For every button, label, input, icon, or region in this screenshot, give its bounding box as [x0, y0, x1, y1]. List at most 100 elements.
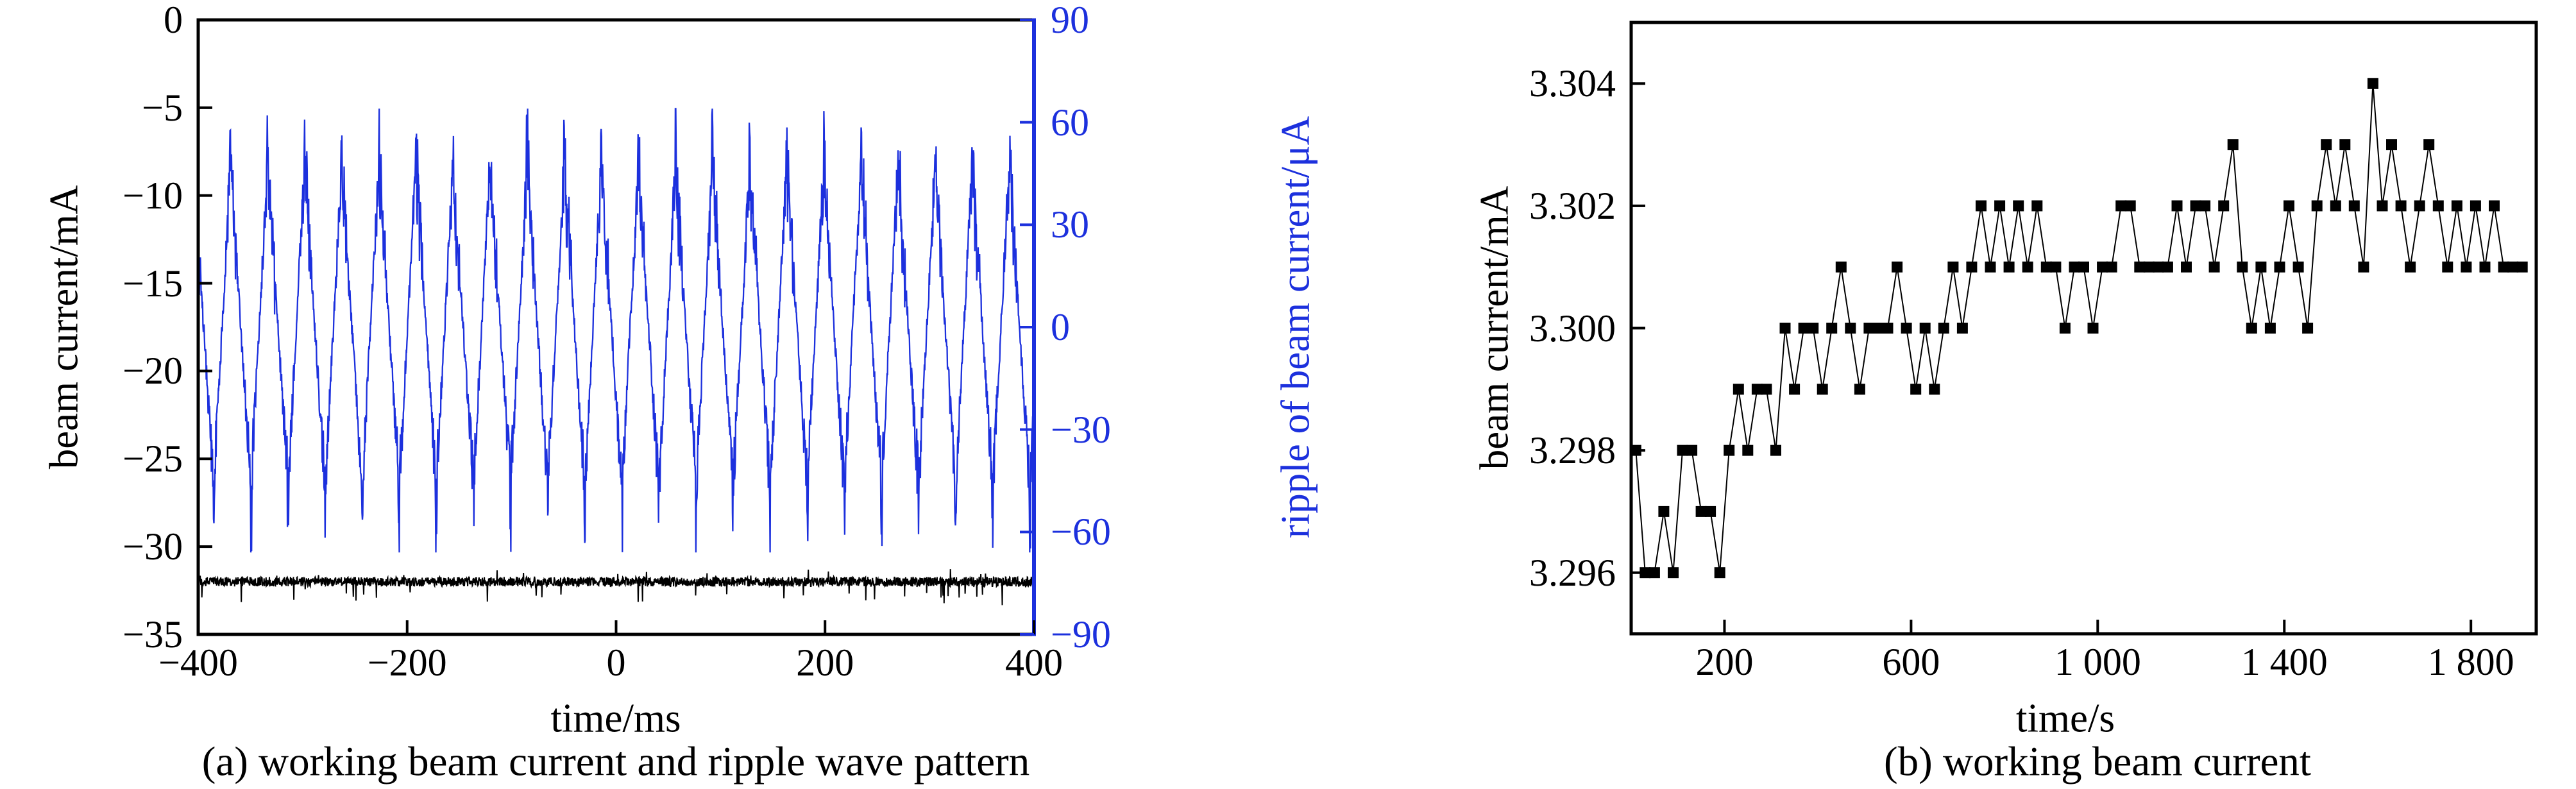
beam-current-marker: [2311, 200, 2323, 212]
chart-a-xtick-label: −400: [158, 641, 238, 684]
beam-current-marker: [2237, 261, 2248, 273]
chart-a-ytick-label: −5: [142, 86, 183, 129]
chart-a-right-ytick-label: −90: [1051, 613, 1111, 656]
beam-current-marker: [1854, 384, 1865, 395]
beam-current-marker: [1929, 384, 1940, 395]
beam-current-marker: [1695, 505, 1707, 517]
beam-current-marker: [2059, 323, 2071, 334]
beam-current-marker: [1910, 384, 1922, 395]
beam-current-marker: [1892, 261, 1903, 273]
beam-current-marker: [1705, 505, 1716, 517]
beam-current-trace: [198, 569, 1035, 606]
beam-current-marker: [1817, 384, 1828, 395]
beam-current-marker: [2264, 323, 2276, 334]
beam-current-marker: [1677, 445, 1688, 456]
beam-current-marker: [1658, 505, 1670, 517]
chart-b-ytick-label: 3.304: [1529, 62, 1616, 105]
beam-current-marker: [2124, 200, 2136, 212]
ripple-waveform: [197, 108, 1035, 553]
beam-current-marker: [2479, 261, 2491, 273]
beam-current-marker: [1966, 261, 1978, 273]
beam-current-marker: [1947, 261, 1959, 273]
chart-b-xtick-label: 1 000: [2054, 641, 2141, 683]
beam-current-marker: [2321, 139, 2332, 151]
beam-current-marker: [1826, 323, 1838, 334]
beam-current-marker: [1761, 384, 1772, 395]
beam-current-marker: [2414, 200, 2425, 212]
beam-current-marker: [1686, 445, 1698, 456]
beam-current-marker: [2078, 261, 2089, 273]
chart-a-ytick-label: 0: [164, 0, 183, 41]
chart-b-xtick-label: 600: [1882, 641, 1940, 683]
beam-current-marker: [2013, 200, 2024, 212]
beam-current-marker: [2022, 261, 2033, 273]
chart-b-ylabel: beam current/mA: [1471, 185, 1517, 470]
chart-b-xlabel: time/s: [2016, 695, 2115, 741]
beam-current-marker: [1863, 323, 1875, 334]
chart-a-xtick-label: 0: [606, 641, 626, 684]
beam-current-marker: [1733, 384, 1744, 395]
beam-current-marker: [2208, 261, 2220, 273]
beam-current-marker: [1845, 323, 1856, 334]
beam-current-marker: [1994, 200, 2006, 212]
beam-current-marker: [1751, 384, 1763, 395]
beam-current-marker: [2255, 261, 2267, 273]
beam-current-connector-line: [1635, 83, 2523, 573]
beam-current-marker: [1668, 567, 1679, 579]
beam-current-marker: [2069, 261, 2080, 273]
beam-current-marker: [2003, 261, 2015, 273]
beam-current-marker: [2516, 261, 2528, 273]
chart-a-right-ytick-label: −30: [1051, 408, 1111, 451]
beam-current-marker: [2246, 323, 2257, 334]
beam-current-marker: [2143, 261, 2155, 273]
beam-current-marker: [1770, 445, 1781, 456]
chart-a-xlabel: time/ms: [550, 695, 681, 741]
beam-current-marker: [2097, 261, 2108, 273]
beam-current-marker: [2405, 261, 2416, 273]
beam-current-marker: [1985, 261, 1996, 273]
beam-current-marker: [2330, 200, 2341, 212]
beam-current-marker: [2134, 261, 2146, 273]
beam-current-marker: [2040, 261, 2052, 273]
chart-a-right-ytick-label: 0: [1051, 306, 1070, 348]
beam-current-marker: [2284, 200, 2294, 212]
beam-current-marker: [2227, 139, 2239, 151]
chart-a-ytick-label: −25: [123, 437, 183, 480]
beam-current-marker: [2087, 323, 2099, 334]
beam-current-marker: [1901, 323, 1912, 334]
beam-current-marker: [2199, 200, 2211, 212]
chart-b-xtick-label: 200: [1695, 641, 1754, 683]
chart-a-caption: (a) working beam current and ripple wave…: [201, 738, 1030, 785]
beam-current-marker: [2348, 200, 2360, 212]
chart-b-ytick-label: 3.302: [1529, 184, 1616, 227]
chart-b-xtick-label: 1 800: [2427, 641, 2514, 683]
beam-current-marker: [1798, 323, 1809, 334]
beam-current-marker: [1724, 445, 1735, 456]
beam-current-marker: [1882, 323, 1894, 334]
chart-a-right-ytick-label: 90: [1051, 0, 1089, 41]
beam-current-marker: [1714, 567, 1725, 579]
chart-b-caption: (b) working beam current: [1884, 738, 2311, 785]
chart-a-ytick-label: −10: [123, 174, 183, 217]
beam-current-marker: [1779, 323, 1791, 334]
beam-current-marker: [2498, 261, 2509, 273]
beam-current-marker: [2302, 323, 2314, 334]
beam-current-marker: [2115, 200, 2127, 212]
beam-current-marker: [2451, 200, 2462, 212]
beam-current-marker: [1808, 323, 1819, 334]
chart-a-right-ytick-label: −60: [1051, 511, 1111, 554]
beam-current-marker: [2489, 200, 2500, 212]
beam-current-marker: [2461, 261, 2472, 273]
chart-b-ytick-label: 3.300: [1529, 307, 1616, 350]
beam-current-marker: [2423, 139, 2435, 151]
chart-a-xtick-label: 400: [1005, 641, 1063, 684]
beam-current-marker: [1648, 567, 1660, 579]
beam-current-marker: [2367, 78, 2378, 89]
beam-current-marker: [2507, 261, 2519, 273]
chart-a-ytick-label: −35: [123, 613, 183, 656]
beam-current-marker: [2190, 200, 2201, 212]
beam-current-marker: [2442, 261, 2453, 273]
